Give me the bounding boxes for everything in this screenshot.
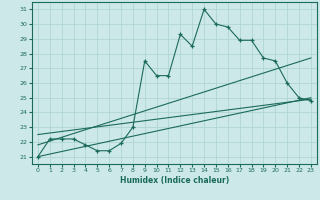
X-axis label: Humidex (Indice chaleur): Humidex (Indice chaleur) <box>120 176 229 185</box>
